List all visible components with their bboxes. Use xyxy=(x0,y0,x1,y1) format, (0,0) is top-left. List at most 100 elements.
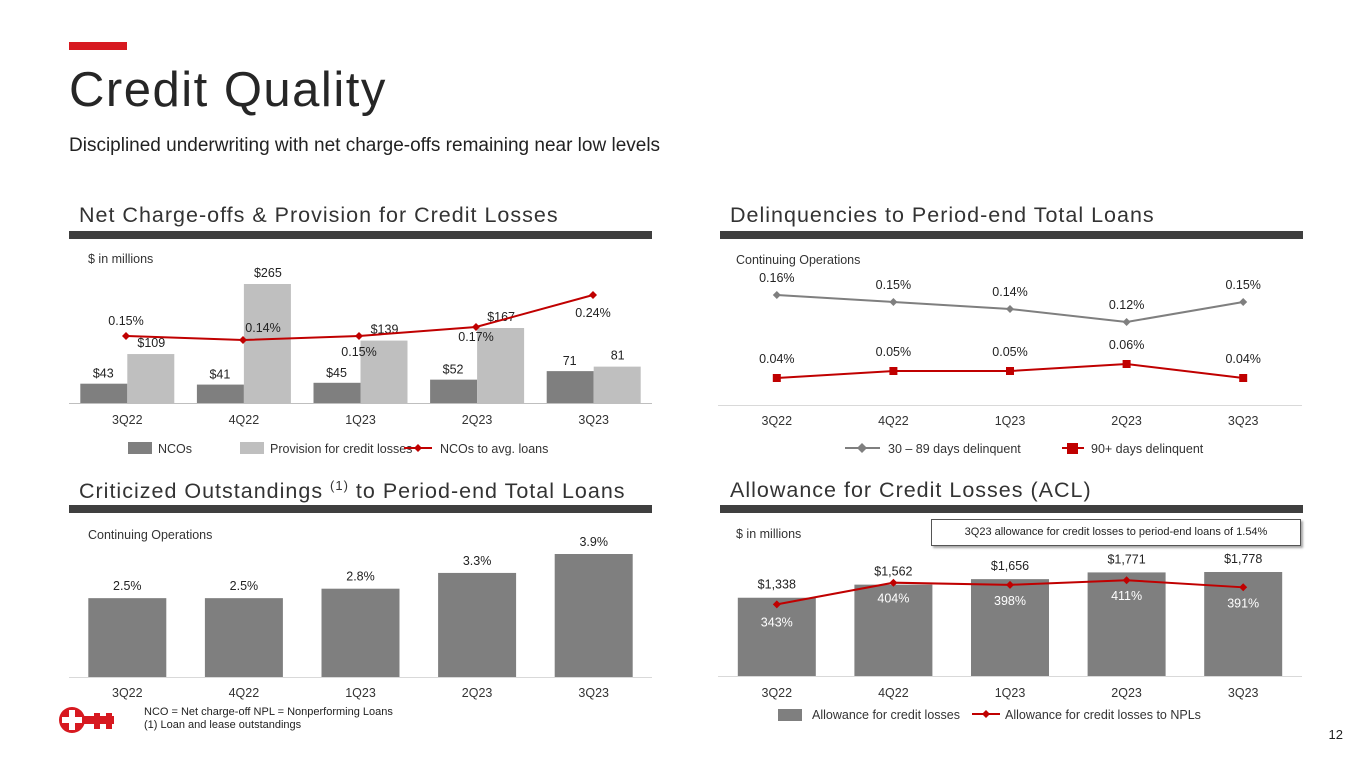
delinq-90plus-marker xyxy=(1006,367,1014,375)
x-tick-label: 1Q23 xyxy=(995,414,1026,428)
delinq-30-89-label: 0.15% xyxy=(1225,278,1260,292)
nco-units-note: $ in millions xyxy=(88,252,154,266)
x-tick-label: 4Q22 xyxy=(229,686,260,700)
x-tick-label: 3Q22 xyxy=(762,686,793,700)
legend-nco-ratio-label: NCOs to avg. loans xyxy=(440,442,548,456)
provision-bar xyxy=(127,354,175,403)
delinq-90plus-marker xyxy=(772,374,781,382)
acl-bar xyxy=(1087,572,1166,676)
x-tick-label: 2Q23 xyxy=(462,413,493,427)
criticized-bar-label: 2.8% xyxy=(346,570,375,584)
legend-90plus-marker xyxy=(1067,443,1078,454)
criticized-bar-label: 2.5% xyxy=(113,579,142,593)
x-tick-label: 1Q23 xyxy=(995,686,1026,700)
nco-bar xyxy=(546,371,594,403)
x-tick-label: 2Q23 xyxy=(1111,686,1142,700)
provision-bar-label: $109 xyxy=(137,336,165,350)
nco-ratio-marker xyxy=(239,336,247,344)
acl-chart: $1,338 3Q22 $1,562 4Q22 $1,656 1Q23 $1,771 2Q23… xyxy=(718,552,1302,722)
delinq-30-89-marker xyxy=(1239,298,1248,306)
footnote-1: (1) Loan and lease outstandings xyxy=(144,719,302,731)
x-tick-label: 4Q22 xyxy=(229,413,260,427)
nco-ratio-label: 0.17% xyxy=(458,330,493,344)
criticized-bar-label: 3.3% xyxy=(463,554,492,568)
x-tick-label: 4Q22 xyxy=(878,414,909,428)
delinq-90plus-marker xyxy=(1239,374,1248,382)
acl-npl-ratio-marker xyxy=(1239,583,1248,592)
x-tick-label: 1Q23 xyxy=(345,686,376,700)
acl-npl-ratio-label: 398% xyxy=(994,594,1026,608)
x-tick-label: 3Q22 xyxy=(762,414,793,428)
nco-section-rule xyxy=(69,231,652,239)
delinq-90plus-label: 0.05% xyxy=(876,345,911,359)
acl-npl-ratio-label: 343% xyxy=(761,615,793,629)
delinquency-chart: 0.16% 0.15% 0.14% 0.12% 0.15% 0.04% 0.05% 0.05%… xyxy=(718,271,1302,456)
acl-bar-label: $1,778 xyxy=(1224,552,1262,566)
provision-bar xyxy=(360,340,408,403)
nco-ratio-marker xyxy=(589,291,597,299)
key-logo-icon xyxy=(59,707,114,733)
legend-nco-ratio-marker xyxy=(414,444,422,452)
provision-bar xyxy=(477,328,525,403)
delinq-90plus-label: 0.06% xyxy=(1109,338,1144,352)
x-tick-label: 3Q22 xyxy=(112,413,143,427)
nco-bar xyxy=(80,383,128,403)
x-tick-label: 3Q23 xyxy=(1228,414,1259,428)
nco-ratio-marker xyxy=(355,332,363,340)
delinq-90plus-marker xyxy=(889,367,898,375)
delinq-90plus-label: 0.04% xyxy=(759,352,794,366)
nco-ratio-label: 0.15% xyxy=(108,314,143,328)
nco-ratio-marker xyxy=(122,332,130,340)
acl-bar-label: $1,562 xyxy=(874,565,912,579)
legend-30-89-label: 30 – 89 days delinquent xyxy=(888,442,1021,456)
legend-acl-label: Allowance for credit losses xyxy=(812,708,960,722)
delinq-note: Continuing Operations xyxy=(736,253,861,267)
crit-section-rule xyxy=(69,505,652,513)
delinq-30-89-marker xyxy=(1122,318,1131,326)
delinq-30-89-label: 0.12% xyxy=(1109,298,1144,312)
delinq-90plus-label: 0.04% xyxy=(1225,352,1260,366)
acl-bar-label: $1,656 xyxy=(991,559,1029,573)
acl-npl-ratio-marker xyxy=(1006,580,1014,589)
delinq-90plus-label: 0.05% xyxy=(992,345,1027,359)
acl-section-rule xyxy=(720,505,1303,513)
legend-provision-label: Provision for credit losses xyxy=(270,442,412,456)
criticized-bar xyxy=(554,554,633,677)
provision-bar-label: $167 xyxy=(487,310,515,324)
legend-nco-label: NCOs xyxy=(158,442,192,456)
nco-bar xyxy=(430,379,478,403)
legend-provision-swatch xyxy=(240,442,264,454)
x-tick-label: 3Q23 xyxy=(578,686,609,700)
acl-bar xyxy=(971,579,1049,676)
x-tick-label: 3Q23 xyxy=(1228,686,1259,700)
page-subtitle: Disciplined underwriting with net charge… xyxy=(69,135,661,156)
nco-ratio-label: 0.14% xyxy=(245,321,280,335)
x-tick-label: 3Q23 xyxy=(578,413,609,427)
legend-nco-swatch xyxy=(128,442,152,454)
delinq-90plus-marker xyxy=(1122,360,1131,368)
criticized-bar xyxy=(88,598,167,677)
x-tick-label: 2Q23 xyxy=(462,686,493,700)
page-title: Credit Quality xyxy=(69,63,387,117)
legend-30-89-marker xyxy=(857,443,867,453)
nco-bar-label: $43 xyxy=(93,367,114,381)
x-tick-label: 4Q22 xyxy=(878,686,909,700)
nco-section-title: Net Charge-offs & Provision for Credit L… xyxy=(79,203,559,227)
delinq-30-89-label: 0.15% xyxy=(876,278,911,292)
acl-npl-ratio-label: 391% xyxy=(1227,596,1259,610)
delinq-30-89-marker xyxy=(889,298,898,306)
nco-bar-label: $52 xyxy=(443,363,464,377)
nco-bar xyxy=(313,382,361,403)
legend-90plus-label: 90+ days delinquent xyxy=(1091,442,1204,456)
delinq-30-89-marker xyxy=(772,291,781,299)
footnotes: NCO = Net charge-off NPL = Nonperforming… xyxy=(144,706,393,732)
acl-npl-ratio-label: 404% xyxy=(877,592,909,606)
acl-bar-label: $1,771 xyxy=(1107,552,1145,566)
legend-acl-swatch xyxy=(778,709,802,721)
crit-note: Continuing Operations xyxy=(88,528,213,542)
criticized-chart: 2.5% 3Q22 2.5% 4Q22 2.8% 1Q23 3.3% 2Q23 3.9% 3Q23 xyxy=(69,535,652,700)
acl-npl-ratio-label: 411% xyxy=(1111,589,1142,603)
provision-bar xyxy=(593,366,641,403)
nco-ratio-label: 0.24% xyxy=(575,306,610,320)
nco-chart: $43$1093Q22$41$2654Q22$45$1391Q23$52$167… xyxy=(69,266,652,456)
